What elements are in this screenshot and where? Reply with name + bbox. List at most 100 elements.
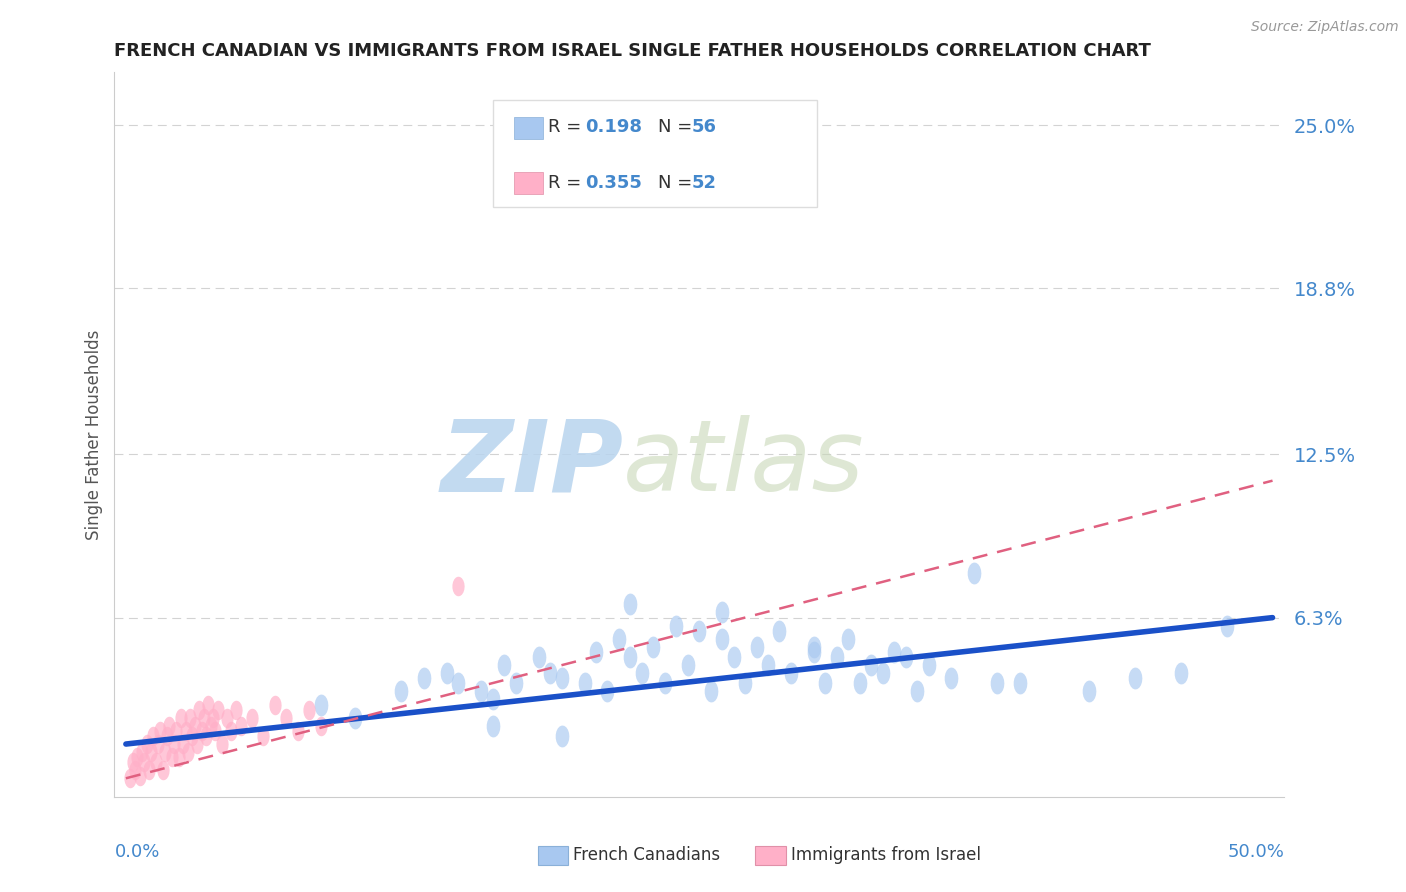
Point [768,624,790,638]
Point [181,729,204,743]
Point [848,676,870,690]
Point [894,650,917,665]
Point [170,711,193,725]
Point [152,764,174,778]
Point [287,723,309,738]
Point [494,658,516,673]
Text: 0.0%: 0.0% [114,843,160,861]
Point [183,718,205,732]
Point [165,723,187,738]
Text: atlas: atlas [623,415,865,512]
Point [190,723,212,738]
Point [120,772,142,786]
Point [986,676,1008,690]
Point [825,650,848,665]
Point [188,703,211,717]
Point [447,676,470,690]
Point [142,729,165,743]
Point [619,598,641,612]
Point [135,737,157,751]
Text: R =: R = [548,118,588,136]
Text: ZIP: ZIP [440,415,623,512]
Text: 52: 52 [692,174,717,192]
Point [699,684,721,698]
Point [550,671,572,685]
Point [193,711,215,725]
Text: FRENCH CANADIAN VS IMMIGRANTS FROM ISRAEL SINGLE FATHER HOUSEHOLDS CORRELATION C: FRENCH CANADIAN VS IMMIGRANTS FROM ISRAE… [114,42,1152,60]
Point [229,718,252,732]
Point [138,764,160,778]
Point [211,737,233,751]
Point [1215,618,1237,632]
Point [756,658,779,673]
Point [121,756,143,770]
Point [574,676,596,690]
Point [688,624,710,638]
Text: 50.0%: 50.0% [1227,843,1284,861]
Point [134,756,156,770]
Point [872,665,894,680]
Point [676,658,699,673]
Point [225,703,247,717]
Point [202,711,225,725]
Text: 0.355: 0.355 [585,174,641,192]
Point [179,711,201,725]
Point [240,711,263,725]
Text: French Canadians: French Canadians [572,847,720,864]
Point [344,711,367,725]
Text: 56: 56 [692,118,717,136]
Point [734,676,756,690]
Text: R =: R = [548,174,588,192]
Y-axis label: Single Father Households: Single Father Households [86,329,103,540]
Point [963,566,986,580]
Point [309,718,332,732]
Point [837,632,859,646]
Point [252,729,274,743]
Point [631,665,654,680]
Point [167,750,190,764]
Point [139,745,162,759]
Point [207,703,229,717]
Point [711,605,734,619]
Point [905,684,928,698]
Point [917,658,939,673]
Point [607,632,630,646]
Point [389,684,412,698]
Point [527,650,550,665]
Point [1078,684,1101,698]
Text: N =: N = [658,118,697,136]
Point [482,692,505,706]
Point [538,665,561,680]
Point [1010,676,1032,690]
Point [215,711,238,725]
Point [883,645,905,659]
Point [186,737,208,751]
Point [711,632,734,646]
Point [1170,665,1192,680]
Point [156,729,179,743]
Point [619,650,641,665]
Point [1123,671,1146,685]
Point [596,684,619,698]
Point [172,737,194,751]
Point [436,665,458,680]
Point [814,676,837,690]
Point [941,671,963,685]
Point [128,769,150,783]
Text: Source: ZipAtlas.com: Source: ZipAtlas.com [1251,20,1399,34]
Point [276,711,298,725]
Point [585,645,607,659]
Point [127,750,149,764]
Point [177,745,200,759]
Point [505,676,527,690]
Point [264,698,287,712]
Point [149,723,172,738]
Point [221,723,243,738]
Point [309,698,332,712]
Point [174,723,197,738]
Point [803,640,825,654]
Text: Immigrants from Israel: Immigrants from Israel [790,847,980,864]
Point [160,750,183,764]
Text: 0.198: 0.198 [585,118,641,136]
Point [146,737,169,751]
